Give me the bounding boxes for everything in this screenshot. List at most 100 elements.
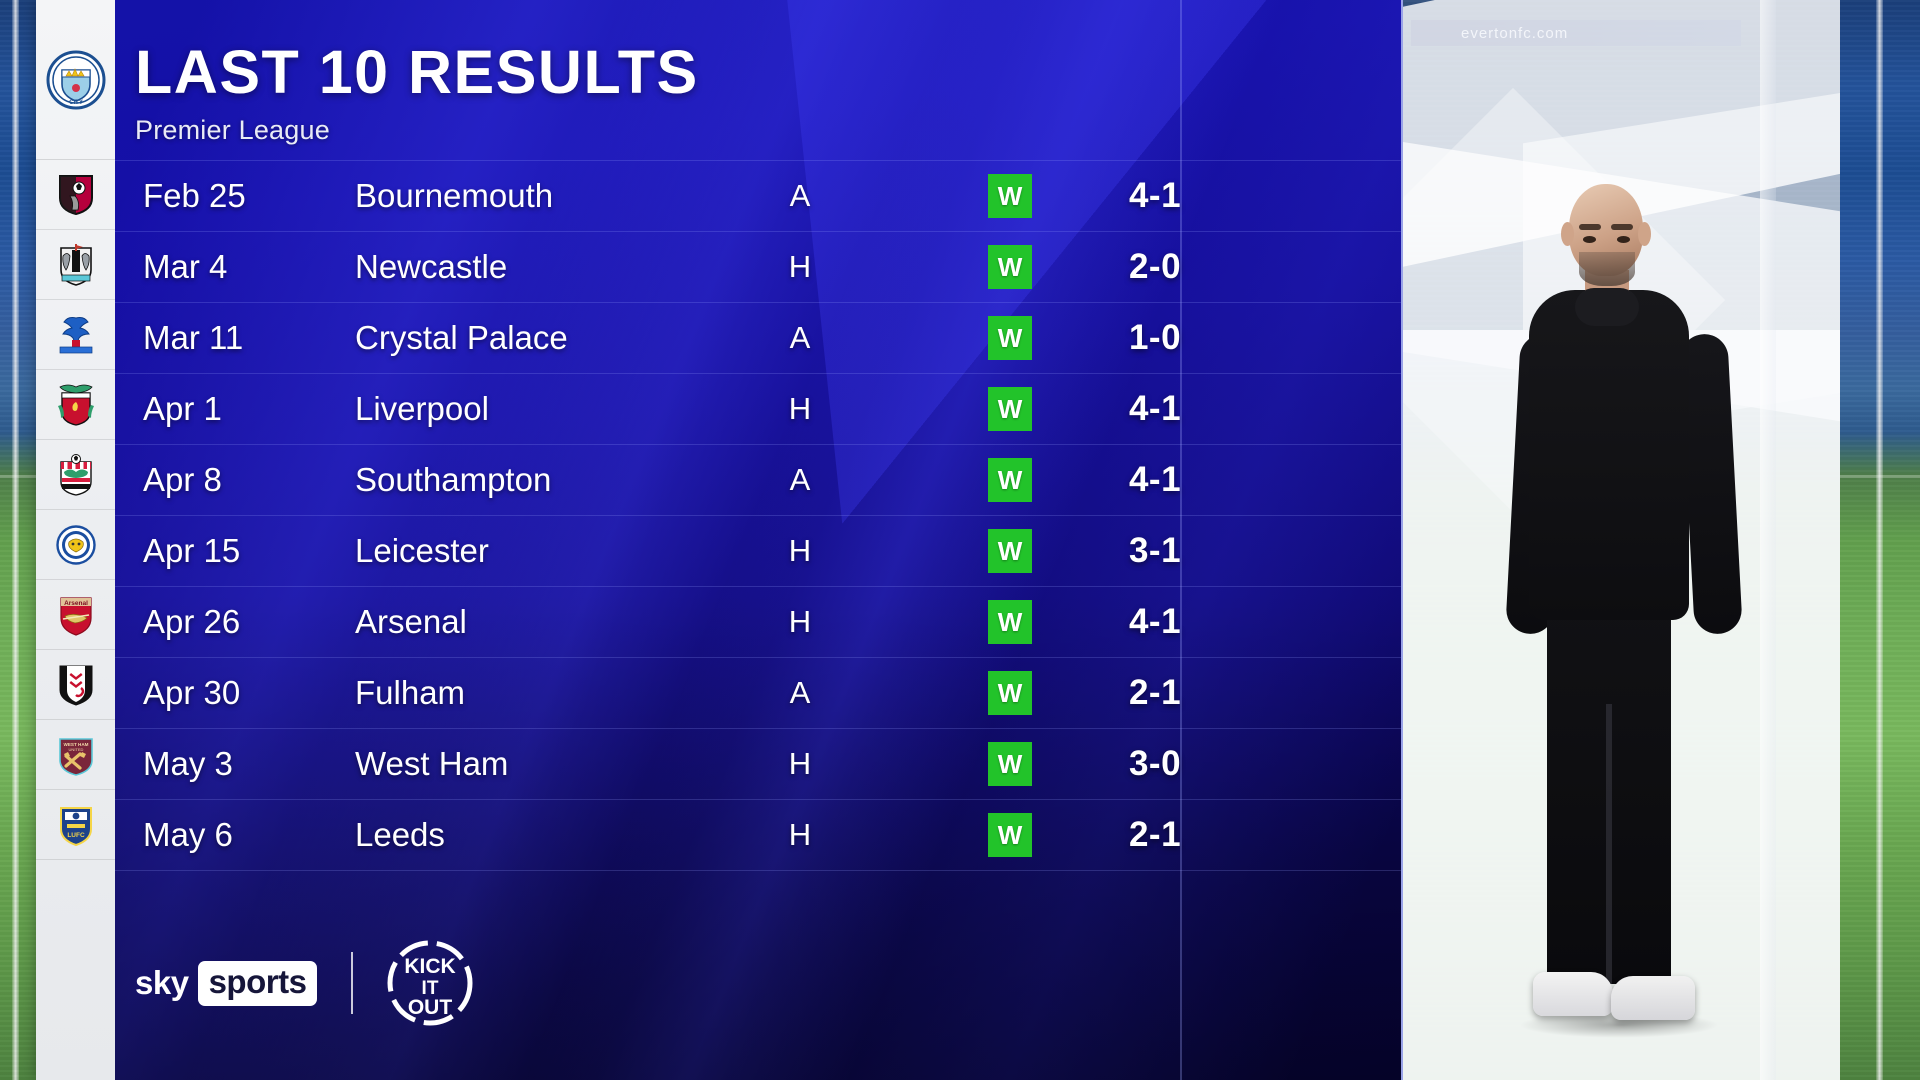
cell-opponent: Leeds <box>355 816 445 853</box>
pep-guardiola-cutout <box>1499 184 1749 1044</box>
cell-score: 1-0 <box>1128 318 1182 357</box>
goal-post-left <box>12 0 19 1080</box>
cell-score: 3-0 <box>1128 744 1182 783</box>
cell-opponent: Newcastle <box>355 248 508 285</box>
cell-opponent: Fulham <box>355 674 466 711</box>
rail-item-crystal-palace <box>36 300 115 370</box>
photo-edge-strip <box>1760 0 1776 1080</box>
cell-score: 2-0 <box>1128 247 1182 286</box>
cell-venue: H <box>788 817 812 852</box>
cell-score: 2-1 <box>1128 815 1182 854</box>
cell-opponent: Southampton <box>355 461 552 498</box>
figure-collar <box>1575 288 1639 326</box>
decor-vignette <box>115 0 1401 1080</box>
cell-result: W <box>950 600 1070 644</box>
table-row: Mar 11 Crystal Palace A W 1-0 <box>115 302 1401 373</box>
status-badge: W <box>988 600 1032 644</box>
status-badge: W <box>988 316 1032 360</box>
crystal-palace-crest <box>59 316 92 353</box>
results-panel: LAST 10 RESULTS Premier League Feb 25 Bou… <box>115 0 1403 1080</box>
cell-result: W <box>950 316 1070 360</box>
svg-text:UNITED: UNITED <box>68 747 83 752</box>
status-badge: W <box>988 813 1032 857</box>
status-badge: W <box>988 458 1032 502</box>
results-table: Feb 25 Bournemouth A W 4-1 Mar 4 Newcastle H W 2-… <box>115 160 1401 871</box>
figure-shoe-left <box>1533 972 1613 1016</box>
cell-venue: H <box>788 746 812 781</box>
table-row: May 6 Leeds H W 2-1 <box>115 799 1401 871</box>
status-badge: W <box>988 245 1032 289</box>
cell-date: May 6 <box>143 816 233 853</box>
cell-result: W <box>950 671 1070 715</box>
cell-venue: A <box>789 462 811 497</box>
cell-opponent: Leicester <box>355 532 489 569</box>
newcastle-crest <box>59 243 92 286</box>
cell-venue: H <box>788 604 812 639</box>
sky-logo-sports: sports <box>197 960 318 1006</box>
cell-date: Apr 26 <box>143 603 241 640</box>
cell-opponent: Crystal Palace <box>355 319 568 356</box>
cell-venue: H <box>788 533 812 568</box>
table-row: Apr 8 Southampton A W 4-1 <box>115 444 1401 515</box>
table-row: May 3 West Ham H W 3-0 <box>115 728 1401 799</box>
cell-venue: A <box>789 320 811 355</box>
leicester-crest <box>55 524 96 565</box>
rail-item-arsenal: Arsenal <box>36 580 115 650</box>
cell-score: 4-1 <box>1128 602 1182 641</box>
cell-venue: H <box>788 391 812 426</box>
fulham-crest <box>59 665 92 706</box>
status-badge: W <box>988 529 1032 573</box>
cell-score: 3-1 <box>1128 531 1182 570</box>
cell-date: Apr 15 <box>143 532 241 569</box>
cell-date: Mar 4 <box>143 248 228 285</box>
svg-text:WEST HAM: WEST HAM <box>63 742 88 747</box>
cell-result: W <box>950 742 1070 786</box>
figure-torso <box>1529 290 1689 620</box>
figure-shoe-right <box>1611 976 1695 1020</box>
rail-item-west-ham: WEST HAM UNITED <box>36 720 115 790</box>
rail-item-liverpool <box>36 370 115 440</box>
cell-date: May 3 <box>143 745 233 782</box>
cell-score: 4-1 <box>1128 460 1182 499</box>
liverpool-crest <box>57 384 94 426</box>
figure-brows <box>1579 224 1633 231</box>
cell-result: W <box>950 813 1070 857</box>
table-row: Apr 30 Fulham A W 2-1 <box>115 657 1401 728</box>
rail-item-bournemouth <box>36 160 115 230</box>
cell-result: W <box>950 387 1070 431</box>
svg-text:CITY: CITY <box>69 100 83 106</box>
title-block: LAST 10 RESULTS Premier League <box>135 42 699 146</box>
table-row: Apr 1 Liverpool H W 4-1 <box>115 373 1401 444</box>
figure-ears <box>1561 222 1651 248</box>
manager-photo-panel: evertonfc.com <box>1403 0 1840 1080</box>
rail-item-southampton <box>36 440 115 510</box>
cell-result: W <box>950 174 1070 218</box>
cell-date: Apr 30 <box>143 674 241 711</box>
figure-eye-right <box>1617 236 1630 243</box>
cell-result: W <box>950 529 1070 573</box>
kio-line-3: OUT <box>408 996 453 1019</box>
bournemouth-crest <box>58 174 93 215</box>
kick-it-out-logo: KICK IT OUT <box>387 940 473 1026</box>
table-row: Feb 25 Bournemouth A W 4-1 <box>115 160 1401 231</box>
kio-line-2: IT <box>422 978 439 999</box>
arsenal-crest: Arsenal <box>59 596 92 636</box>
cell-date: Feb 25 <box>143 177 246 214</box>
manchester-city-crest: CITY <box>46 50 105 109</box>
page-subtitle: Premier League <box>135 115 330 145</box>
west-ham-crest: WEST HAM UNITED <box>58 737 93 776</box>
rail-item-leicester <box>36 510 115 580</box>
page-title: LAST 10 RESULTS <box>135 38 699 106</box>
crest-rail: CITY <box>36 0 115 1080</box>
cell-date: Mar 11 <box>143 319 244 356</box>
cell-result: W <box>950 458 1070 502</box>
cell-score: 2-1 <box>1128 673 1182 712</box>
figure-leg-split <box>1606 704 1612 984</box>
sky-logo-word: sky <box>135 964 189 1001</box>
cell-opponent: Liverpool <box>355 390 489 427</box>
svg-text:Arsenal: Arsenal <box>64 600 88 607</box>
svg-text:LUFC: LUFC <box>67 832 85 839</box>
leeds-crest: LUFC <box>59 806 92 846</box>
cell-opponent: West Ham <box>355 745 509 782</box>
